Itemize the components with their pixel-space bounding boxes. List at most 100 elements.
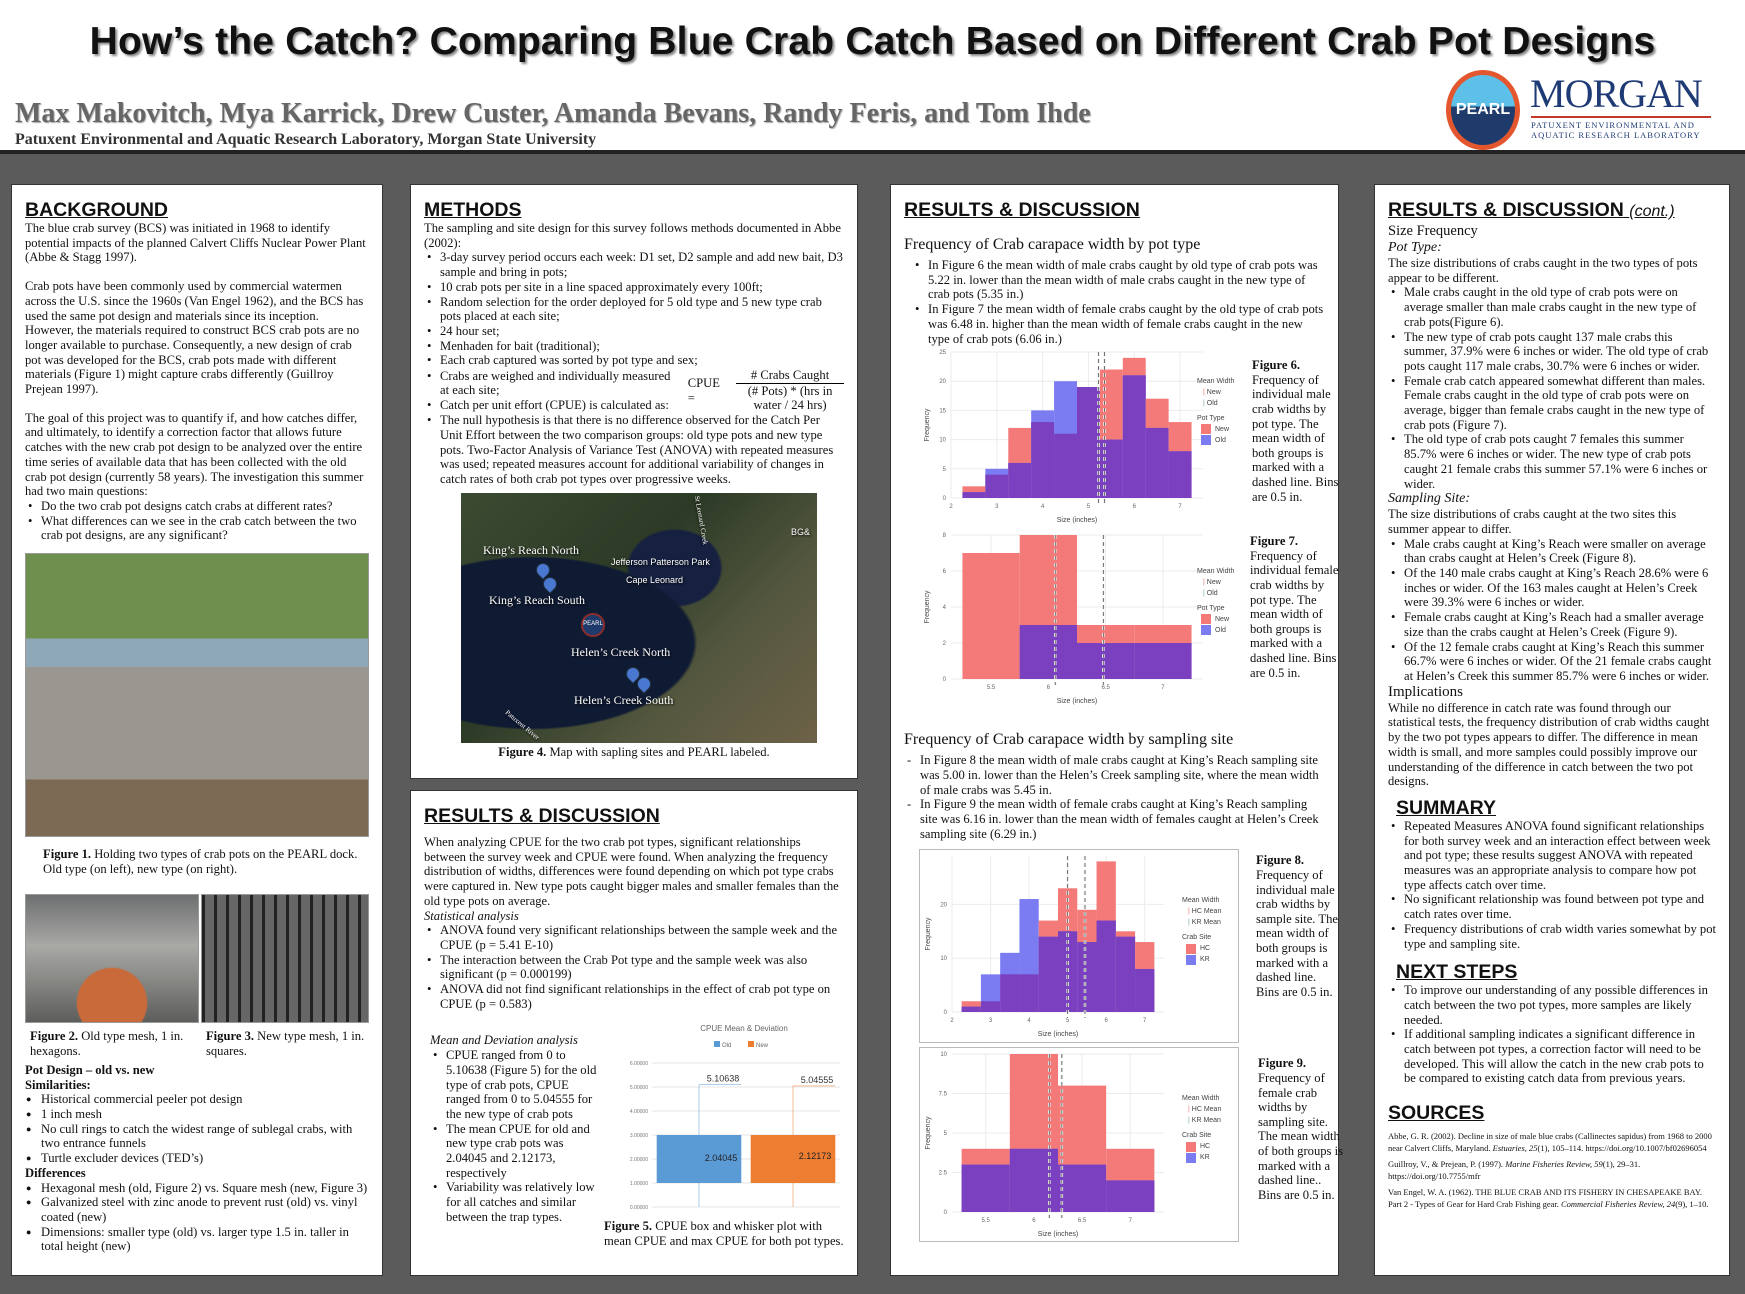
figure-9-legend: Mean Width | HC Mean | KR Mean Crab Site HC K…	[1182, 1093, 1238, 1163]
bar-overlap	[1008, 463, 1032, 499]
x-tick-label: 4	[1027, 1018, 1031, 1024]
y-tick-label: 0	[943, 677, 947, 683]
map-label: Helen’s Creek South	[574, 692, 674, 707]
similarities-list: Historical commercial peeler pot design …	[25, 1092, 369, 1166]
figure-8-legend: Mean Width | HC Mean | KR Mean Crab Site HC K…	[1182, 895, 1238, 965]
list-item: Repeated Measures ANOVA found significan…	[1388, 819, 1716, 893]
bar-overlap	[1096, 920, 1116, 1013]
legend-swatch	[1186, 1152, 1196, 1163]
results-cpue-panel: RESULTS & DISCUSSION When analyzing CPUE…	[410, 790, 858, 1276]
x-tick-label: 5	[1087, 504, 1091, 510]
figure-5-box-chart: CPUE Mean & Deviation Old New 0.00000 1.0000…	[630, 1024, 840, 1211]
legend-fill-item: Old	[1197, 625, 1249, 636]
y-tick-label: 10	[940, 1052, 947, 1058]
map-label: BG&	[791, 526, 811, 537]
results-heading: RESULTS & DISCUSSION	[904, 199, 1140, 221]
bar-overlap	[1145, 428, 1169, 499]
x-tick-label: 2	[950, 1018, 954, 1024]
legend-mean-title: Mean Width	[1197, 568, 1235, 576]
list-item: ANOVA found very significant relationshi…	[424, 923, 844, 952]
pot-design-heading: Pot Design – old vs. new	[25, 1062, 155, 1077]
bar-overlap	[1099, 439, 1123, 499]
list-item: In Figure 9 the mean width of female cra…	[904, 797, 1325, 841]
size-frequency-heading: Size Frequency	[1388, 223, 1478, 239]
y-tick-label: 5	[943, 467, 947, 473]
y-tick-label: 20	[940, 903, 947, 909]
y-axis-label: Frequency	[924, 408, 931, 442]
morgan-logo-subtitle: PATUXENT ENVIRONMENTAL AND AQUATIC RESEA…	[1531, 116, 1711, 140]
list-item: The old type of crab pots caught 7 femal…	[1388, 432, 1716, 491]
results-intro: When analyzing CPUE for the two crab pot…	[424, 835, 839, 908]
x-tick-label: 6.5	[1078, 1218, 1087, 1224]
bar-overlap	[961, 1165, 1010, 1213]
bar-overlap	[1135, 969, 1155, 1013]
legend-swatch	[748, 1041, 754, 1048]
list-item: Each crab captured was sorted by pot typ…	[424, 353, 844, 368]
y-tick-label: 8	[943, 533, 947, 539]
list-item: 24 hour set;	[424, 324, 844, 339]
y-tick-label: 6.00000	[630, 1061, 648, 1067]
pearl-logo: PEARL	[1446, 70, 1520, 150]
y-tick-label: 7.5	[939, 1092, 948, 1098]
sampling-site-items: Male crabs caught at King’s Reach were s…	[1388, 537, 1716, 684]
y-tick-label: 0.00000	[630, 1205, 648, 1211]
y-axis-label: Frequency	[925, 917, 932, 951]
legend-fill-item: HC	[1182, 1141, 1238, 1152]
list-item: Turtle excluder devices (TED’s)	[25, 1151, 369, 1166]
list-item: Of the 12 female crabs caught at King’s …	[1388, 640, 1716, 684]
legend-fill-item: KR	[1182, 954, 1238, 965]
figure-7-histogram: 0 2 4 6 8 5.5 6 6.5 7 Size (inches) Frequency	[924, 533, 1203, 705]
list-item: Crabs are weighed and individually measu…	[424, 369, 682, 398]
figure-9-caption: Figure 9. Frequency of female crab widths…	[1258, 1056, 1344, 1202]
bar-overlap	[985, 474, 1009, 499]
figure-6-legend: Mean Width | New | Old Pot Type New Old	[1197, 376, 1249, 446]
x-axis-label: Size (inches)	[1038, 1031, 1078, 1038]
bar-overlap	[1000, 974, 1020, 1013]
bar-overlap	[1038, 937, 1058, 1013]
y-tick-label: 6	[943, 569, 947, 575]
list-item: In Figure 6 the mean width of male crabs…	[912, 258, 1325, 302]
bar-new	[962, 553, 1020, 680]
legend-label: New	[756, 1043, 769, 1049]
legend-label: Old	[722, 1043, 731, 1049]
implications-heading: Implications	[1388, 683, 1463, 700]
x-tick-label: 6	[1133, 504, 1137, 510]
bar-overlap	[1115, 937, 1136, 1013]
list-item: Variability was relatively low for all c…	[430, 1180, 604, 1224]
map-label: Cape Leonard	[626, 574, 684, 585]
map-label: King’s Reach South	[489, 592, 585, 607]
background-panel: BACKGROUND The blue crab survey (BCS) wa…	[11, 184, 383, 1276]
implications-text: While no difference in catch rate was fo…	[1388, 700, 1710, 789]
legend-mean-title: Mean Width	[1182, 1095, 1220, 1103]
x-tick-label: 4	[1041, 504, 1045, 510]
legend-swatch	[1201, 625, 1211, 636]
legend-swatch	[1201, 435, 1211, 446]
list-item: Dimensions: smaller type (old) vs. large…	[25, 1225, 369, 1254]
list-item: CPUE ranged from 0 to 5.10638 (Figure 5)…	[430, 1048, 604, 1122]
bar-overlap	[1077, 942, 1097, 1013]
bar-overlap	[1106, 1180, 1155, 1213]
legend-fill-item: HC	[1182, 943, 1238, 954]
methods-list-hypothesis: The null hypothesis is that there is no …	[424, 413, 844, 487]
background-p2: Crab pots have been commonly used by com…	[25, 279, 364, 397]
source-item: Abbe, G. R. (2002). Decline in size of m…	[1388, 1131, 1712, 1154]
mesh-photos	[25, 894, 369, 1024]
map-label: St Leonard Creek	[692, 494, 710, 545]
figure-9-frame: 0 2.5 5 7.5 10 5.5 6 6.5 7 Size (inches) Frequency…	[919, 1047, 1239, 1243]
site-list: In Figure 8 the mean width of male crabs…	[904, 753, 1325, 841]
y-tick-label: 4	[943, 605, 947, 611]
legend-swatch	[1186, 943, 1196, 954]
list-item: Random selection for the order deployed …	[424, 295, 844, 324]
figure-8-histogram: 0 10 20 2 3 4 5 6 7 Size (inches) Frequency	[925, 856, 1164, 1038]
poster-title: How’s the Catch? Comparing Blue Crab Cat…	[89, 20, 1656, 63]
figure-2-photo	[25, 894, 199, 1024]
legend-fill-title: Crab Site	[1182, 1132, 1212, 1140]
legend-mean-item: | KR Mean	[1188, 919, 1221, 927]
next-steps-list: To improve our understanding of any poss…	[1388, 983, 1716, 1086]
list-item: Galvanized steel with zinc anode to prev…	[25, 1195, 369, 1224]
figure-4-map: King’s Reach North King’s Reach South Je…	[461, 492, 817, 743]
methods-panel: METHODS The sampling and site design for…	[410, 184, 858, 779]
box-new	[750, 1135, 836, 1184]
results-cont-panel: RESULTS & DISCUSSION (cont.) Size Freque…	[1374, 184, 1730, 1276]
list-item: In Figure 8 the mean width of male crabs…	[904, 753, 1325, 797]
